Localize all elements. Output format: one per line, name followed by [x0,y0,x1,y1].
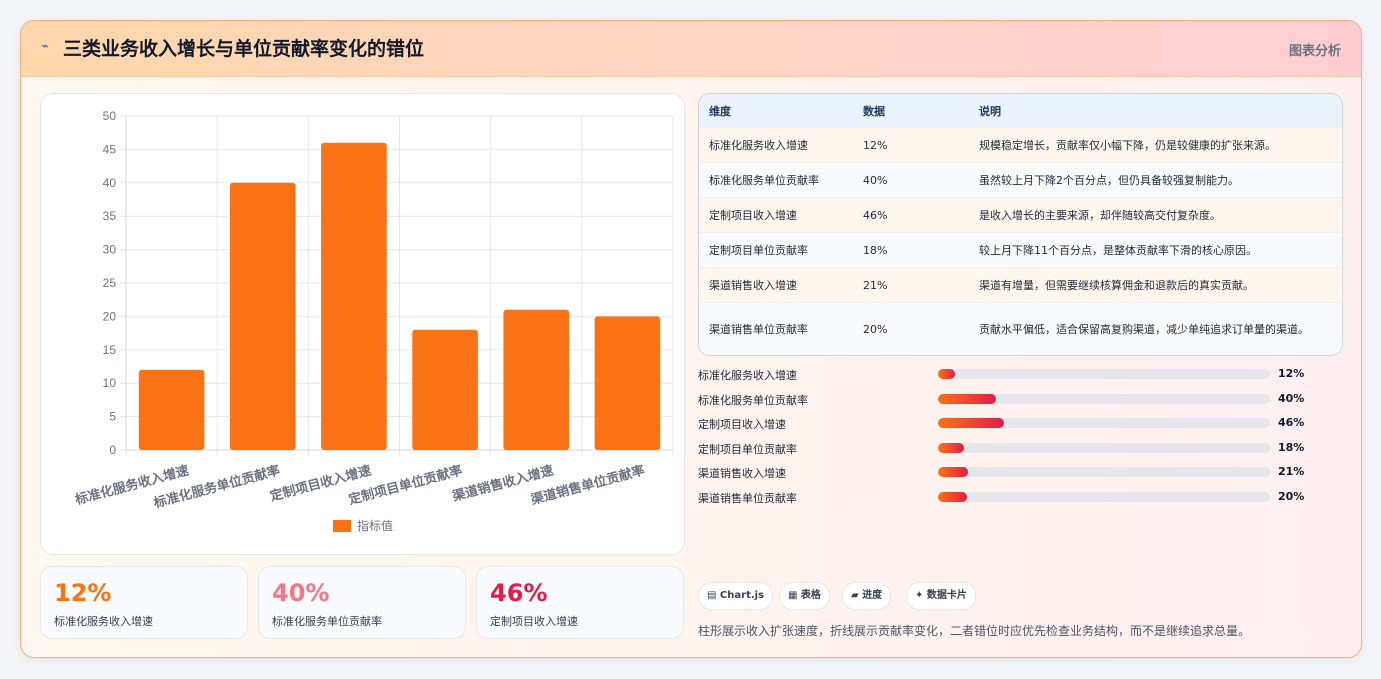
y-tick-label: 25 [103,276,117,290]
cell-dimension: 标准化服务单位贡献率 [699,162,853,198]
progress-label: 定制项目单位贡献率 [698,442,797,456]
progress-track [938,393,1270,404]
progress-fill [938,492,967,502]
progress-value: 12% [1278,367,1305,380]
y-tick-label: 10 [103,376,117,390]
progress-row: 渠道销售单位贡献率 20% [698,487,1341,507]
dashboard-card: ⌁ 三类业务收入增长与单位贡献率变化的错位 图表分析 0 5 10 15 20 25 30 3… [20,20,1362,658]
bar-chart: 05101520253035404550标准化服务收入增速标准化服务单位贡献率定… [72,109,674,533]
y-tick-label: 45 [103,142,117,156]
cell-dimension: 标准化服务收入增速 [699,127,853,163]
table-row: 标准化服务收入增速 12% 规模稳定增长，贡献率仅小幅下降，仍是较健康的扩张来源… [699,127,1342,163]
cell-dimension: 定制项目收入增速 [699,197,853,233]
kpi-card-1: 12% 标准化服务收入增速 [40,566,248,639]
legend-label: 指标值 [357,518,393,533]
y-tick-label: 20 [103,309,117,323]
progress-fill [938,418,1005,429]
legend-swatch [333,520,351,532]
progress-fill [938,467,969,478]
y-tick-label: 0 [109,443,116,457]
cell-value: 18% [853,232,969,268]
progress-fill [938,442,964,453]
y-tick-label: 30 [103,243,117,257]
cell-dimension: 渠道销售单位贡献率 [699,302,853,355]
data-table-panel: 维度 数据 说明 标准化服务收入增速 12% 规模稳定增长，贡献率仅小幅下降，仍… [698,93,1343,356]
kpi-value: 46% [490,579,548,607]
cell-description: 规模稳定增长，贡献率仅小幅下降，仍是较健康的扩张来源。 [969,127,1342,163]
data-table: 维度 数据 说明 标准化服务收入增速 12% 规模稳定增长，贡献率仅小幅下降，仍… [699,94,1342,355]
progress-track [938,418,1270,429]
bar [594,316,661,450]
y-tick-label: 50 [103,109,117,123]
progress-label: 标准化服务收入增速 [698,369,797,382]
progress-value: 21% [1278,465,1305,479]
progress-row: 渠道销售收入增速 21% [698,462,1341,482]
column-header: 数据 [853,94,969,128]
progress-fill [938,369,956,379]
progress-track [938,492,1270,502]
cell-value: 12% [853,127,969,163]
y-tick-label: 35 [103,209,117,223]
cell-value: 20% [853,302,969,355]
progress-value: 40% [1278,391,1305,405]
kpi-card-3: 46% 定制项目收入增速 [476,566,684,639]
kpi-card-2: 40% 标准化服务单位贡献率 [258,566,466,639]
kpi-label: 定制项目收入增速 [490,615,578,628]
progress-track [938,369,1270,379]
progress-value: 18% [1278,440,1305,454]
table-row: 定制项目收入增速 46% 是收入增长的主要来源，却伴随较高交付复杂度。 [699,197,1342,233]
chip-progress[interactable]: ▰ 进度 [842,582,892,610]
column-header: 说明 [969,94,1342,128]
cell-dimension: 渠道销售收入增速 [699,267,853,303]
page-title: 三类业务收入增长与单位贡献率变化的错位 [63,38,425,60]
progress-fill [938,393,996,404]
kpi-value: 40% [272,579,330,607]
table-row: 渠道销售单位贡献率 20% 贡献水平偏低，适合保留高复购渠道，减少单纯追求订单量… [699,302,1342,355]
progress-track [938,442,1270,453]
cell-description: 较上月下降11个百分点，是整体贡献率下滑的核心原因。 [969,232,1342,268]
bar [321,142,387,450]
progress-label: 定制项目收入增速 [698,418,786,432]
cell-value: 21% [853,267,969,303]
header-tag: 图表分析 [1288,44,1341,59]
bar [503,309,570,450]
progress-row: 定制项目单位贡献率 18% [698,438,1341,458]
progress-row: 标准化服务收入增速 12% [698,364,1341,384]
cell-description: 贡献水平偏低，适合保留高复购渠道，减少单纯追求订单量的渠道。 [969,302,1342,355]
table-row: 渠道销售收入增速 21% 渠道有增量，但需要继续核算佣金和退款后的真实贡献。 [699,267,1342,303]
bar-chart-panel: 0 5 10 15 20 25 30 35 40 45 50 标准化服务收入增速 标准化服务单位贡献率定… [40,93,685,555]
cell-description: 虽然较上月下降2个百分点，但仍具备较强复制能力。 [969,162,1342,198]
progress-value: 46% [1278,416,1305,430]
cell-value: 40% [853,162,969,198]
chip-chartjs[interactable]: ▤ Chart.js [698,582,774,610]
chip-data-card[interactable]: ✦ 数据卡片 [906,582,976,610]
cell-value: 46% [853,197,969,233]
cell-description: 渠道有增量，但需要继续核算佣金和退款后的真实贡献。 [969,267,1342,303]
y-tick-label: 15 [103,343,117,357]
bar [229,182,296,451]
column-header: 维度 [699,94,853,128]
kpi-label: 标准化服务收入增速 [54,615,153,628]
footnote: 柱形展示收入扩张速度，折线展示贡献率变化，二者错位时应优先检查业务结构，而不是继… [698,624,1251,638]
progress-track [938,467,1270,478]
progress-row: 定制项目收入增速 46% [698,413,1341,433]
bolt-icon: ⌁ [41,39,49,54]
bar [138,369,205,450]
table-row: 定制项目单位贡献率 18% 较上月下降11个百分点，是整体贡献率下滑的核心原因。 [699,232,1342,268]
y-tick-label: 5 [109,410,116,424]
progress-value: 20% [1278,490,1305,503]
progress-row: 标准化服务单位贡献率 40% [698,389,1341,409]
cell-description: 是收入增长的主要来源，却伴随较高交付复杂度。 [969,197,1342,233]
chip-table[interactable]: ▦ 表格 [779,582,830,610]
kpi-label: 标准化服务单位贡献率 [272,615,382,628]
card-header: ⌁ 三类业务收入增长与单位贡献率变化的错位 图表分析 [21,21,1361,77]
y-tick-label: 40 [103,176,117,190]
kpi-value: 12% [54,579,112,607]
table-row: 标准化服务单位贡献率 40% 虽然较上月下降2个百分点，但仍具备较强复制能力。 [699,162,1342,198]
progress-label: 渠道销售单位贡献率 [698,492,797,505]
progress-label: 标准化服务单位贡献率 [698,393,808,407]
progress-label: 渠道销售收入增速 [698,467,786,481]
cell-dimension: 定制项目单位贡献率 [699,232,853,268]
bar [412,329,478,450]
